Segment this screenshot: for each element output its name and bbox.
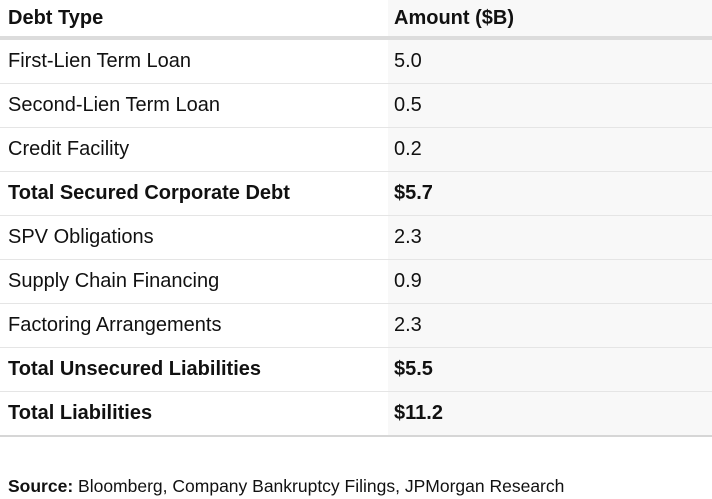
table-row: Factoring Arrangements 2.3 [0, 303, 712, 348]
debt-table: Debt Type Amount ($B) First-Lien Term Lo… [0, 0, 712, 437]
debt-type-cell: SPV Obligations [0, 215, 388, 260]
column-header-amount: Amount ($B) [388, 0, 712, 40]
amount-cell: 0.2 [388, 127, 712, 172]
amount-cell: $5.7 [388, 171, 712, 216]
source-line: Source: Bloomberg, Company Bankruptcy Fi… [8, 476, 564, 497]
amount-cell: 0.9 [388, 259, 712, 304]
table-row: Credit Facility 0.2 [0, 127, 712, 172]
amount-cell: $5.5 [388, 347, 712, 392]
debt-type-cell: Total Liabilities [0, 391, 388, 437]
source-text: Bloomberg, Company Bankruptcy Filings, J… [78, 476, 565, 496]
table-row: SPV Obligations 2.3 [0, 215, 712, 260]
table-row: First-Lien Term Loan 5.0 [0, 38, 712, 84]
debt-type-cell: Factoring Arrangements [0, 303, 388, 348]
amount-cell: 5.0 [388, 38, 712, 84]
amount-cell: 2.3 [388, 303, 712, 348]
column-header-debt-type: Debt Type [0, 0, 388, 40]
header-row: Debt Type Amount ($B) [0, 0, 712, 40]
amount-cell: 0.5 [388, 83, 712, 128]
table-row-total-unsecured: Total Unsecured Liabilities $5.5 [0, 347, 712, 392]
debt-type-cell: Total Unsecured Liabilities [0, 347, 388, 392]
debt-type-cell: Credit Facility [0, 127, 388, 172]
amount-cell: 2.3 [388, 215, 712, 260]
debt-type-cell: Total Secured Corporate Debt [0, 171, 388, 216]
amount-cell: $11.2 [388, 391, 712, 437]
source-label: Source: [8, 476, 74, 496]
debt-type-cell: First-Lien Term Loan [0, 38, 388, 84]
table-row: Supply Chain Financing 0.9 [0, 259, 712, 304]
table-row-total-liabilities: Total Liabilities $11.2 [0, 391, 712, 437]
debt-type-cell: Supply Chain Financing [0, 259, 388, 304]
table-row: Second-Lien Term Loan 0.5 [0, 83, 712, 128]
debt-type-cell: Second-Lien Term Loan [0, 83, 388, 128]
table-row-total-secured: Total Secured Corporate Debt $5.7 [0, 171, 712, 216]
